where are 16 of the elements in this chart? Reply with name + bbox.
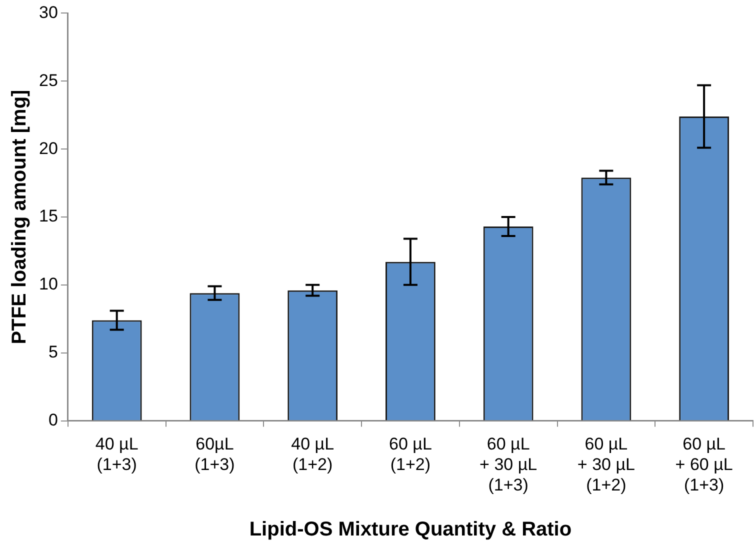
y-tick-label: 0 xyxy=(48,410,58,430)
x-tick-label: 40 µL (1+2) xyxy=(291,434,334,474)
y-tick-label: 30 xyxy=(38,2,58,22)
x-tick-label: 60 µL + 30 µL (1+2) xyxy=(577,434,635,494)
x-tick-label: 60 µL + 30 µL (1+3) xyxy=(480,434,538,494)
x-tick-label: 60 µL (1+2) xyxy=(389,434,432,474)
x-tick-label: 40 µL (1+3) xyxy=(95,434,138,474)
y-tick-label: 15 xyxy=(38,206,58,226)
y-tick-label: 25 xyxy=(38,70,58,90)
y-tick-label: 10 xyxy=(38,274,58,294)
y-axis-title: PTFE loading amount [mg] xyxy=(8,90,31,344)
y-tick-label: 5 xyxy=(48,342,58,362)
x-tick-label: 60µL (1+3) xyxy=(194,434,235,474)
x-tick-label: 60 µL + 60 µL (1+3) xyxy=(675,434,733,494)
x-axis-title: Lipid-OS Mixture Quantity & Ratio xyxy=(249,518,572,541)
y-tick-label: 20 xyxy=(38,138,58,158)
